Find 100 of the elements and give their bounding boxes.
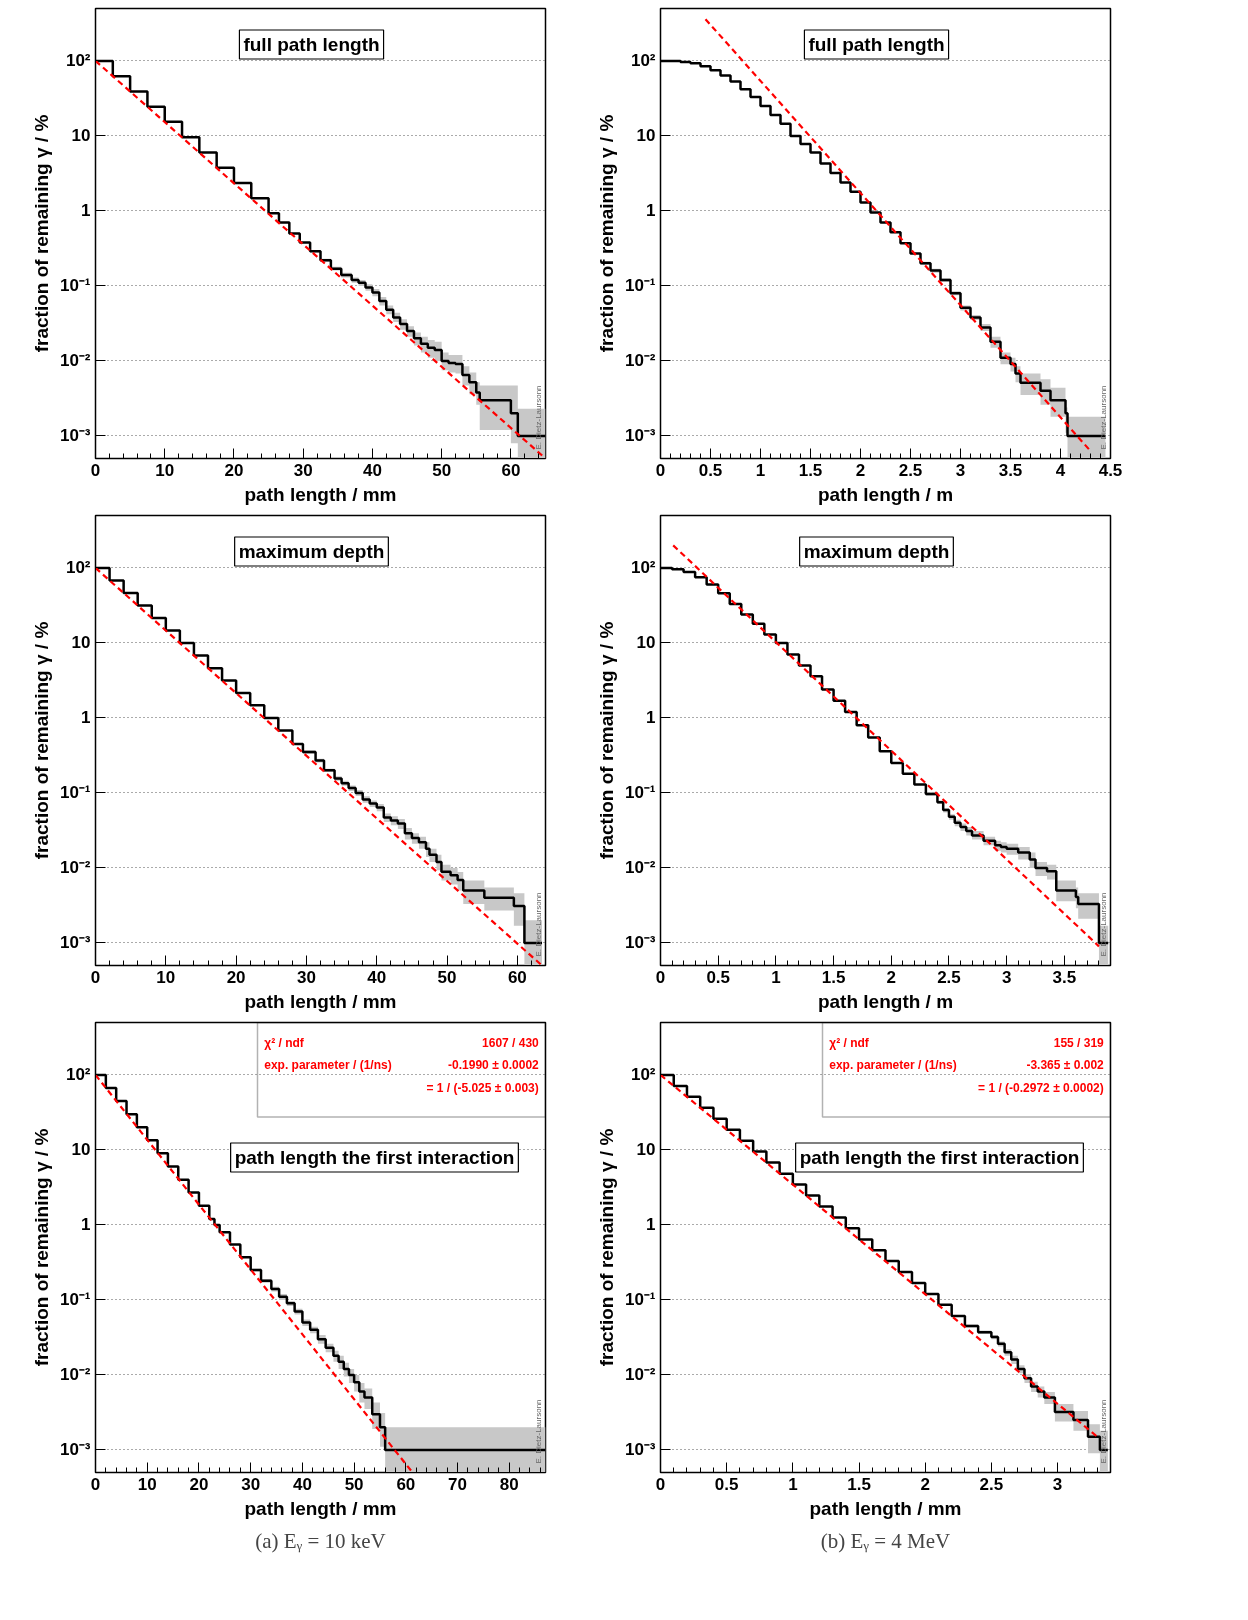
x-tick-label: 30 bbox=[296, 967, 316, 987]
x-tick-label: 70 bbox=[448, 1474, 468, 1494]
y-tick-label: 10⁻² bbox=[59, 1365, 91, 1385]
y-tick-label: 1 bbox=[646, 708, 656, 728]
x-tick-label: 0.5 bbox=[706, 967, 731, 987]
annotation: = 1 / (-0.2972 ± 0.0002) bbox=[978, 1080, 1104, 1095]
x-tick-label: 50 bbox=[437, 967, 457, 987]
x-tick-label: 2 bbox=[855, 460, 866, 480]
annotation: 155 / 319 bbox=[1053, 1035, 1105, 1050]
y-tick-label: 10⁻³ bbox=[624, 1440, 656, 1460]
y-axis-title: fraction of remaining γ / % bbox=[30, 621, 52, 860]
y-tick-label: 10⁻¹ bbox=[624, 783, 656, 803]
y-tick-label: 1 bbox=[81, 201, 91, 221]
x-tick-label: 4 bbox=[1055, 460, 1066, 480]
y-tick-label: 10² bbox=[65, 51, 91, 71]
annotation: exp. parameter / (1/ns) bbox=[829, 1058, 957, 1073]
y-tick-label: 10⁻² bbox=[59, 351, 91, 371]
y-tick-label: 10 bbox=[71, 126, 91, 146]
y-tick-label: 10 bbox=[71, 1140, 91, 1160]
x-tick-label: 40 bbox=[362, 460, 382, 480]
y-axis-title: fraction of remaining γ / % bbox=[30, 1128, 52, 1367]
y-tick-label: 10 bbox=[636, 633, 656, 653]
x-tick-label: 20 bbox=[189, 1474, 209, 1494]
x-tick-label: 1 bbox=[755, 460, 766, 480]
x-tick-label: 3 bbox=[1052, 1474, 1063, 1494]
annotation: χ² / ndf bbox=[829, 1035, 870, 1050]
x-tick-label: 50 bbox=[432, 460, 452, 480]
x-tick-label: 30 bbox=[241, 1474, 261, 1494]
y-tick-label: 10⁻¹ bbox=[59, 1290, 91, 1310]
text: path length the first interaction bbox=[234, 1147, 515, 1168]
x-tick-label: 50 bbox=[344, 1474, 364, 1494]
x-tick-label: 0 bbox=[90, 967, 101, 987]
annotation: E. Dietz-Laursonn bbox=[534, 1399, 544, 1464]
y-tick-label: 10⁻¹ bbox=[624, 276, 656, 296]
text: maximum depth bbox=[803, 541, 950, 562]
x-tick-label: 2.5 bbox=[979, 1474, 1004, 1494]
x-tick-label: 3 bbox=[1001, 967, 1012, 987]
x-tick-label: 10 bbox=[156, 967, 176, 987]
y-tick-label: 10⁻³ bbox=[624, 933, 656, 953]
x-tick-label: 80 bbox=[499, 1474, 519, 1494]
text: (b) Eᵧ = 4 MeV bbox=[820, 1528, 951, 1553]
x-axis-title: path length / m bbox=[817, 483, 954, 505]
text: full path length bbox=[243, 34, 380, 55]
x-tick-label: 60 bbox=[507, 967, 527, 987]
x-tick-label: 1 bbox=[771, 967, 781, 987]
x-tick-label: 0.5 bbox=[714, 1474, 739, 1494]
y-tick-label: 10⁻² bbox=[624, 858, 656, 878]
x-tick-label: 0 bbox=[90, 1474, 101, 1494]
annotation: = 1 / (-5.025 ± 0.003) bbox=[426, 1080, 539, 1095]
y-tick-label: 10⁻² bbox=[624, 1365, 656, 1385]
x-axis-title: path length / mm bbox=[244, 1497, 397, 1519]
x-tick-label: 60 bbox=[501, 460, 521, 480]
y-tick-label: 10⁻³ bbox=[59, 933, 91, 953]
y-axis-title: fraction of remaining γ / % bbox=[595, 1128, 617, 1367]
y-tick-label: 10⁻³ bbox=[624, 426, 656, 446]
y-tick-label: 10² bbox=[630, 1065, 656, 1085]
annotation: E. Dietz-Laursonn bbox=[534, 385, 544, 450]
y-tick-label: 10⁻³ bbox=[59, 426, 91, 446]
x-tick-label: 1 bbox=[788, 1474, 798, 1494]
y-tick-label: 1 bbox=[81, 1215, 91, 1235]
x-axis-title: path length / mm bbox=[244, 483, 397, 505]
x-tick-label: 10 bbox=[137, 1474, 157, 1494]
x-tick-label: 3.5 bbox=[998, 460, 1023, 480]
y-tick-label: 1 bbox=[81, 708, 91, 728]
x-tick-label: 2 bbox=[886, 967, 897, 987]
y-tick-label: 10² bbox=[630, 51, 656, 71]
annotation: exp. parameter / (1/ns) bbox=[264, 1058, 392, 1073]
x-axis-title: path length / mm bbox=[809, 1497, 962, 1519]
x-tick-label: 40 bbox=[367, 967, 387, 987]
y-tick-label: 10⁻² bbox=[59, 858, 91, 878]
y-tick-label: 1 bbox=[646, 201, 656, 221]
x-tick-label: 2 bbox=[920, 1474, 930, 1494]
x-tick-label: 4.5 bbox=[1098, 460, 1123, 480]
y-tick-label: 10⁻¹ bbox=[624, 1290, 656, 1310]
x-tick-label: 30 bbox=[293, 460, 313, 480]
x-tick-label: 1.5 bbox=[821, 967, 846, 987]
x-tick-label: 0 bbox=[655, 460, 666, 480]
y-tick-label: 10² bbox=[65, 558, 91, 578]
y-tick-label: 10⁻³ bbox=[59, 1440, 91, 1460]
y-tick-label: 10² bbox=[630, 558, 656, 578]
annotation: E. Dietz-Laursonn bbox=[534, 892, 544, 957]
x-tick-label: 40 bbox=[292, 1474, 312, 1494]
x-tick-label: 20 bbox=[226, 967, 246, 987]
x-tick-label: 0 bbox=[655, 1474, 666, 1494]
y-axis-title: fraction of remaining γ / % bbox=[30, 114, 52, 353]
y-tick-label: 10⁻¹ bbox=[59, 783, 91, 803]
x-tick-label: 0.5 bbox=[698, 460, 723, 480]
x-tick-label: 1.5 bbox=[847, 1474, 871, 1494]
y-tick-label: 1 bbox=[646, 1215, 656, 1235]
x-tick-label: 2.5 bbox=[937, 967, 961, 987]
text: path length the first interaction bbox=[799, 1147, 1080, 1168]
y-axis-title: fraction of remaining γ / % bbox=[595, 114, 617, 353]
annotation: -3.365 ± 0.002 bbox=[1026, 1058, 1105, 1073]
annotation: -0.1990 ± 0.0002 bbox=[448, 1058, 540, 1073]
x-axis-title: path length / m bbox=[817, 990, 954, 1012]
y-tick-label: 10² bbox=[65, 1065, 91, 1085]
x-tick-label: 2.5 bbox=[898, 460, 923, 480]
y-tick-label: 10 bbox=[636, 1140, 656, 1160]
y-tick-label: 10⁻¹ bbox=[59, 276, 91, 296]
text: (a) Eᵧ = 10 keV bbox=[255, 1528, 386, 1553]
